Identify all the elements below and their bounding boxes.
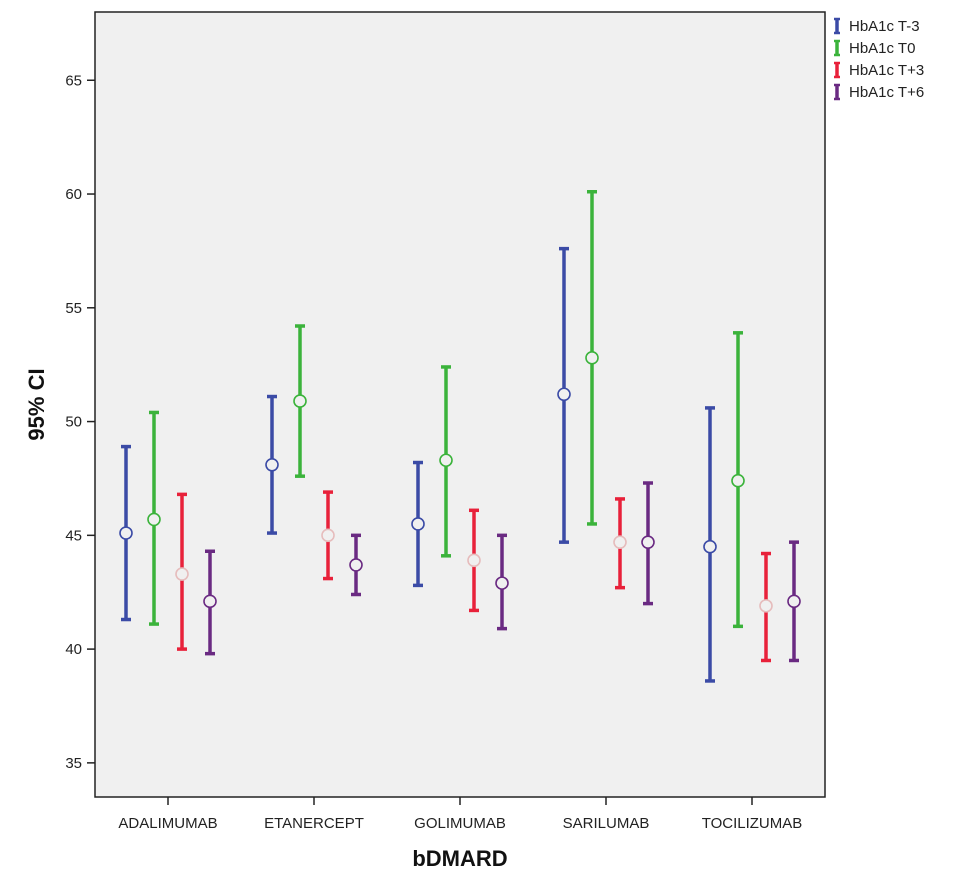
- mean-marker: [439, 453, 453, 468]
- x-tick-label: ADALIMUMAB: [118, 815, 217, 832]
- y-tick-label: 65: [65, 72, 82, 89]
- y-tick-label: 50: [65, 414, 82, 431]
- y-tick-label: 60: [65, 186, 82, 203]
- y-axis: 35 40 45 50 55 60 65: [65, 72, 95, 772]
- mean-marker: [787, 594, 801, 609]
- x-tick-label: SARILUMAB: [563, 815, 650, 832]
- mean-marker: [119, 526, 133, 540]
- mean-marker: [613, 535, 627, 549]
- series-2: [175, 490, 773, 663]
- legend-label: HbA1c T+6: [849, 84, 924, 101]
- x-axis: ADALIMUMAB ETANERCEPT GOLIMUMAB SARILUMAB TO…: [118, 797, 802, 832]
- series-0: [119, 246, 717, 683]
- mean-marker: [147, 512, 161, 527]
- y-tick-label: 35: [65, 755, 82, 772]
- mean-marker: [293, 394, 307, 408]
- legend-label: HbA1c T0: [849, 40, 915, 57]
- y-tick-label: 40: [65, 641, 82, 658]
- error-bars: [119, 190, 801, 683]
- legend-label: HbA1c T-3: [849, 18, 920, 35]
- mean-marker: [321, 528, 335, 543]
- mean-marker: [731, 473, 745, 488]
- series-1: [147, 190, 745, 629]
- mean-marker: [411, 517, 425, 531]
- legend-label: HbA1c T+3: [849, 62, 924, 79]
- mean-marker: [349, 558, 363, 572]
- mean-marker: [703, 539, 717, 554]
- mean-marker: [175, 567, 189, 581]
- x-axis-title: bDMARD: [412, 846, 507, 871]
- series-3: [203, 481, 801, 663]
- mean-marker: [641, 535, 655, 549]
- mean-marker: [203, 594, 217, 609]
- mean-marker: [495, 576, 509, 590]
- y-tick-label: 55: [65, 300, 82, 317]
- x-tick-label: TOCILIZUMAB: [702, 815, 803, 832]
- y-tick-label: 45: [65, 527, 82, 544]
- y-axis-title: 95% CI: [24, 368, 49, 440]
- legend: HbA1c T-3 HbA1c T0 HbA1c T+3 HbA1c T+6: [834, 17, 924, 101]
- mean-marker: [557, 387, 571, 402]
- x-tick-label: ETANERCEPT: [264, 815, 364, 832]
- mean-marker: [585, 351, 599, 365]
- plot-area: [94, 11, 826, 798]
- mean-marker: [265, 457, 279, 472]
- x-tick-label: GOLIMUMAB: [414, 815, 506, 832]
- mean-marker: [759, 599, 773, 613]
- mean-marker: [467, 553, 481, 568]
